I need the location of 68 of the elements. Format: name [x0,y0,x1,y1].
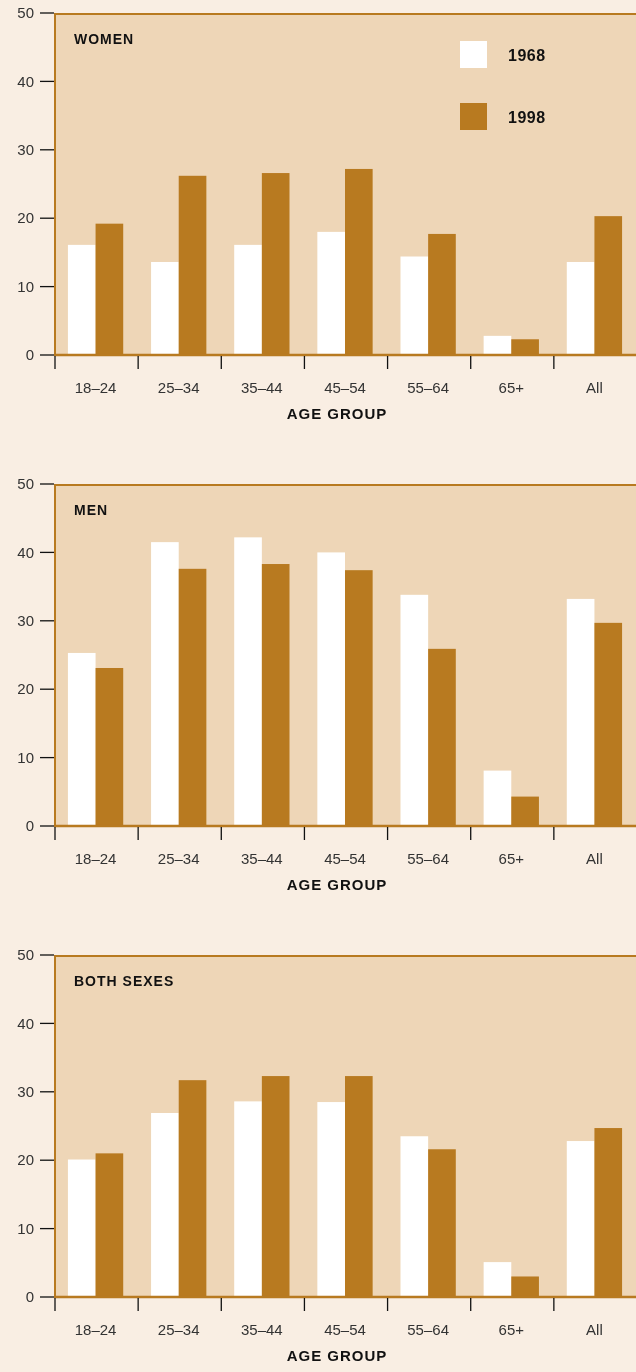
legend-label: 1968 [508,47,546,64]
x-tick-label: 18–24 [74,379,117,396]
bar [151,542,179,826]
y-tick-label: 50 [17,475,34,493]
x-tick-label: 35–44 [241,850,283,867]
bar [317,1102,345,1297]
bar [566,261,595,355]
x-tick-label: 25–34 [157,1321,200,1338]
y-tick-label: 0 [25,817,34,835]
x-axis-title: AGE GROUP [286,1347,388,1364]
y-tick-label: 20 [17,1151,34,1169]
x-tick-label: 65+ [498,1321,525,1338]
x-tick-label: 25–34 [157,850,200,867]
bar [151,261,179,355]
bar [566,1141,595,1297]
x-tick-label: 55–64 [407,1321,449,1338]
bar [483,1262,512,1297]
y-tick-label: 10 [17,277,34,295]
legend-label: 1998 [508,109,546,126]
bar [234,244,262,355]
y-tick-label: 40 [17,72,34,90]
x-tick-label: All [586,1321,603,1338]
y-tick-label: 50 [17,946,34,964]
bar [483,770,512,826]
x-tick-label: All [586,379,603,396]
y-tick-label: 40 [17,543,34,561]
x-tick-label: 18–24 [74,1321,117,1338]
x-tick-label: 35–44 [241,379,283,396]
x-tick-label: 45–54 [324,850,366,867]
bar [400,1136,429,1297]
bar [151,1113,179,1297]
text: WOMEN [74,31,135,47]
x-tick-label: 25–34 [157,379,200,396]
bar [234,537,262,826]
x-tick-label: 55–64 [407,379,449,396]
x-tick-label: 65+ [498,850,525,867]
text: BOTH SEXES [74,973,175,989]
x-tick-label: 35–44 [241,1321,283,1338]
y-tick-label: 50 [17,4,34,22]
bar [400,594,429,826]
bar [317,552,345,826]
x-tick-label: 65+ [498,379,525,396]
bar [67,1159,96,1297]
bar [234,1101,262,1297]
x-tick-label: 55–64 [407,850,449,867]
bar [317,231,345,355]
bar [67,244,96,355]
y-tick-label: 10 [17,748,34,766]
y-tick-label: 20 [17,680,34,698]
x-tick-label: All [586,850,603,867]
y-tick-label: 40 [17,1014,34,1032]
y-tick-label: 30 [17,612,34,630]
bar [400,256,429,355]
x-axis-title: AGE GROUP [286,876,388,893]
bar [67,652,96,826]
y-tick-label: 30 [17,141,34,159]
x-axis-title: AGE GROUP [286,405,388,422]
x-tick-label: 45–54 [324,379,366,396]
x-tick-label: 18–24 [74,850,117,867]
bar [566,598,595,826]
text: MEN [74,502,109,518]
y-tick-label: 10 [17,1219,34,1237]
y-tick-label: 30 [17,1083,34,1101]
y-tick-label: 0 [25,1288,34,1306]
y-tick-label: 0 [25,346,34,364]
y-tick-label: 20 [17,209,34,227]
bar [483,335,512,355]
x-tick-label: 45–54 [324,1321,366,1338]
